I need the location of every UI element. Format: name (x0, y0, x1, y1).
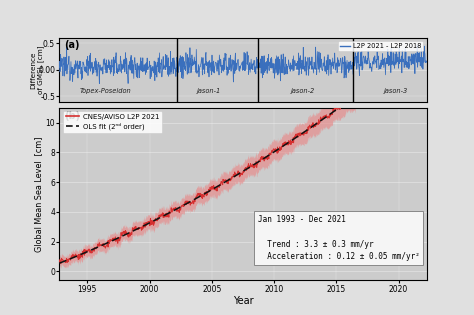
Legend: CNES/AVISO L2P 2021, OLS fit (2ⁿᵈ order): CNES/AVISO L2P 2021, OLS fit (2ⁿᵈ order) (63, 111, 162, 133)
Text: (b): (b) (64, 111, 80, 121)
Text: (a): (a) (64, 40, 79, 50)
Legend: L2P 2021 - L2P 2018: L2P 2021 - L2P 2018 (338, 41, 423, 51)
Text: jason-1: jason-1 (197, 88, 221, 94)
Y-axis label: Difference
of GMSL [cm]: Difference of GMSL [cm] (30, 46, 44, 94)
Text: Jan 1993 - Dec 2021

  Trend : 3.3 ± 0.3 mm/yr
  Acceleration : 0.12 ± 0.05 mm/y: Jan 1993 - Dec 2021 Trend : 3.3 ± 0.3 mm… (258, 215, 419, 261)
Text: jason-3: jason-3 (384, 88, 408, 94)
Text: jason-2: jason-2 (291, 88, 315, 94)
Text: Topex-Poseidon: Topex-Poseidon (80, 88, 132, 94)
Y-axis label: Global Mean Sea Level  [cm]: Global Mean Sea Level [cm] (34, 136, 43, 252)
X-axis label: Year: Year (233, 296, 253, 306)
